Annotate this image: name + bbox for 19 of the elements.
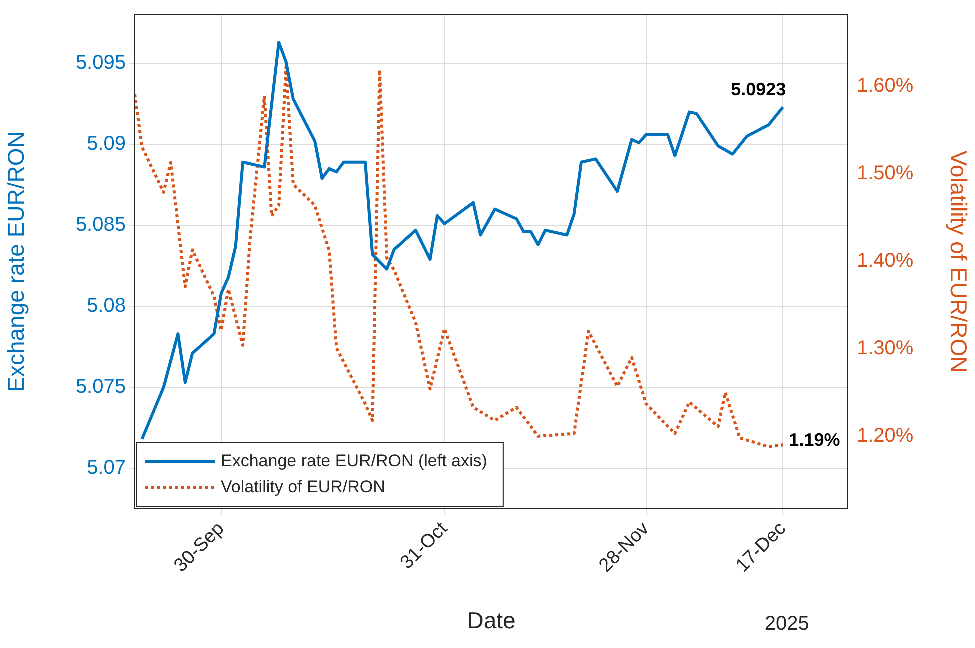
legend-label: Volatility of EUR/RON <box>221 478 386 497</box>
y-axis-title: Exchange rate EUR/RON <box>3 132 30 392</box>
y-tick-label: 5.07 <box>87 457 126 480</box>
data-label: 1.19% <box>789 430 840 450</box>
y-tick-label: 5.085 <box>76 214 126 236</box>
x-axis-title: Date <box>467 608 516 634</box>
y-tick-label: 5.08 <box>87 295 126 318</box>
y-tick-label: 5.095 <box>76 52 126 74</box>
legend-label: Exchange rate EUR/RON (left axis) <box>221 452 488 471</box>
text: 2025 <box>764 613 810 635</box>
y2-tick-label: 1.50% <box>857 162 914 185</box>
y2-tick-label: 1.30% <box>857 338 914 360</box>
y-tick-label: 5.075 <box>76 376 126 398</box>
y2-tick-label: 1.40% <box>857 250 914 272</box>
data-label: 5.0923 <box>731 79 786 100</box>
y-tick-label: 5.09 <box>87 133 126 156</box>
y2-tick-label: 1.20% <box>857 424 914 447</box>
y2-axis-title: Volatility of EUR/RON <box>946 150 972 374</box>
y2-tick-label: 1.60% <box>857 75 914 98</box>
